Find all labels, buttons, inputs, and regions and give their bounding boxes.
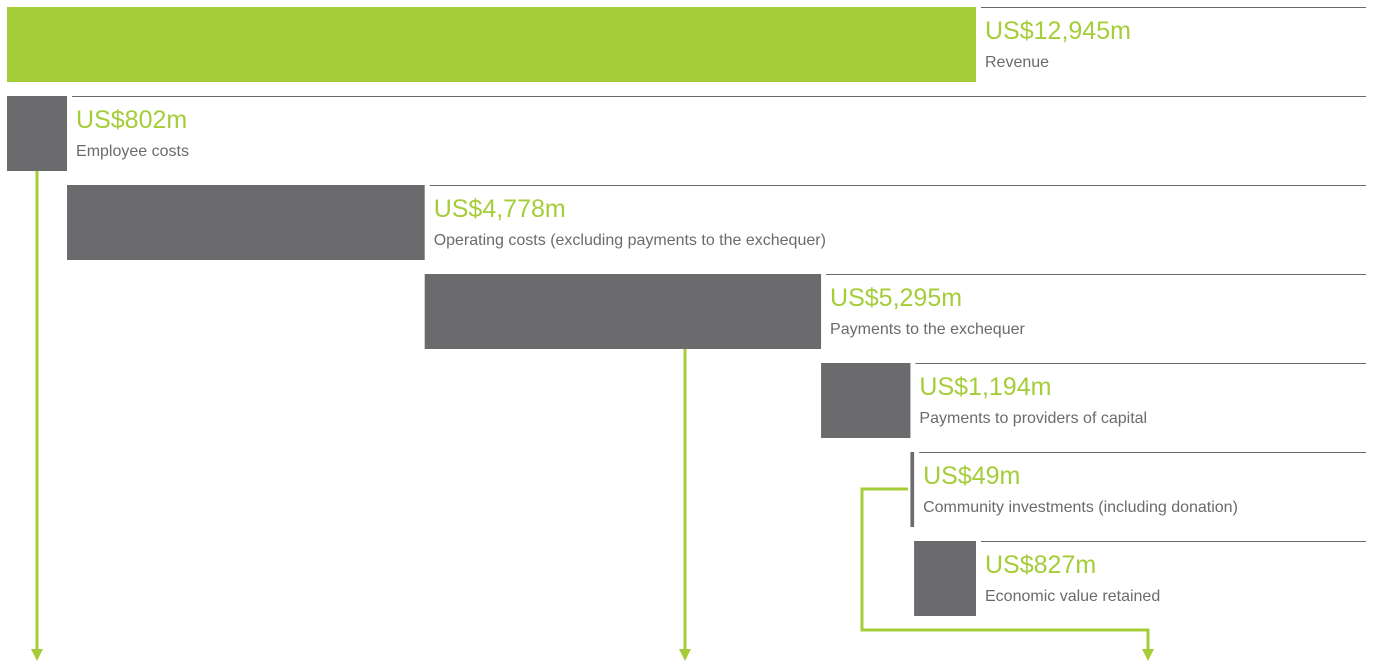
- value-label: US$12,945m: [985, 17, 1131, 45]
- total-bar: [7, 7, 976, 82]
- flow-arrows: [31, 171, 1154, 661]
- value-label: US$802m: [76, 106, 187, 134]
- flow-arrow: [860, 487, 1154, 661]
- category-label: Community investments (including donatio…: [923, 499, 1238, 516]
- category-label: Revenue: [985, 54, 1049, 71]
- category-label: Economic value retained: [985, 588, 1160, 605]
- value-label: US$49m: [923, 462, 1020, 490]
- cost-bar: [821, 363, 911, 438]
- category-label: Payments to the exchequer: [830, 321, 1025, 338]
- cost-bar: [67, 185, 425, 260]
- category-label: Operating costs (excluding payments to t…: [434, 232, 826, 249]
- value-label: US$1,194m: [919, 373, 1051, 401]
- category-label: Payments to providers of capital: [919, 410, 1147, 427]
- value-label: US$5,295m: [830, 284, 962, 312]
- value-label: US$827m: [985, 551, 1096, 579]
- category-label: Employee costs: [76, 143, 189, 160]
- value-label: US$4,778m: [434, 195, 566, 223]
- cost-bar: [910, 452, 915, 527]
- cost-bar: [914, 541, 976, 616]
- cost-bar: [424, 274, 822, 349]
- cost-bar: [7, 96, 68, 171]
